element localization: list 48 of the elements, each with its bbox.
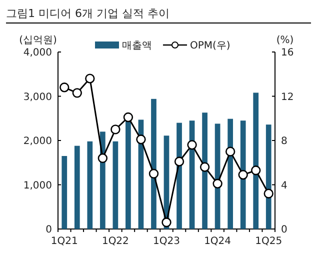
y2-axis-title: (%) [276,35,294,46]
bar [126,120,131,229]
point [98,153,108,164]
point [238,170,248,180]
chart-title: 그림1 미디어 6개 기업 실적 추이 [6,7,170,20]
bar [266,124,272,229]
y2-tick-label: 12 [281,92,294,103]
bar [87,141,93,229]
y2-tick-label: 0 [281,224,288,236]
point [60,82,70,92]
y-tick-label: 2,000 [23,136,52,147]
bar [253,92,259,229]
bar [151,98,156,229]
y-tick-label: 3,000 [23,92,52,103]
x-tick-label: 1Q22 [102,236,129,247]
y2-tick-label: 16 [281,48,294,58]
y-tick-label: 4,000 [23,48,52,58]
bar [112,141,118,229]
legend-label: 매출액 [122,40,152,52]
point [162,218,172,228]
point [148,168,159,179]
y-axis-title: (십억원) [19,35,57,46]
bar [74,146,80,229]
x-tick-label: 1Q24 [204,236,232,247]
y2-tick-label: 4 [281,180,288,192]
y-tick-label: 1,000 [23,180,52,192]
bar [62,156,68,229]
point [187,140,197,150]
bar [176,122,182,229]
x-tick-label: 1Q21 [50,236,78,247]
bar [240,120,246,229]
point [110,124,120,134]
point [174,156,184,166]
y2-tick-label: 8 [281,136,288,147]
point [251,166,261,176]
point [123,112,134,122]
point [225,146,236,156]
point [136,134,146,144]
point [264,188,274,198]
bar [202,112,208,229]
point [200,162,210,172]
y-tick-label: 0 [46,224,52,236]
point [72,88,82,98]
x-tick-label: 1Q23 [153,236,180,247]
x-tick-label: 1Q25 [255,236,282,247]
point [85,74,95,84]
legend-label: OPM(우) [190,40,230,52]
point [212,178,222,188]
